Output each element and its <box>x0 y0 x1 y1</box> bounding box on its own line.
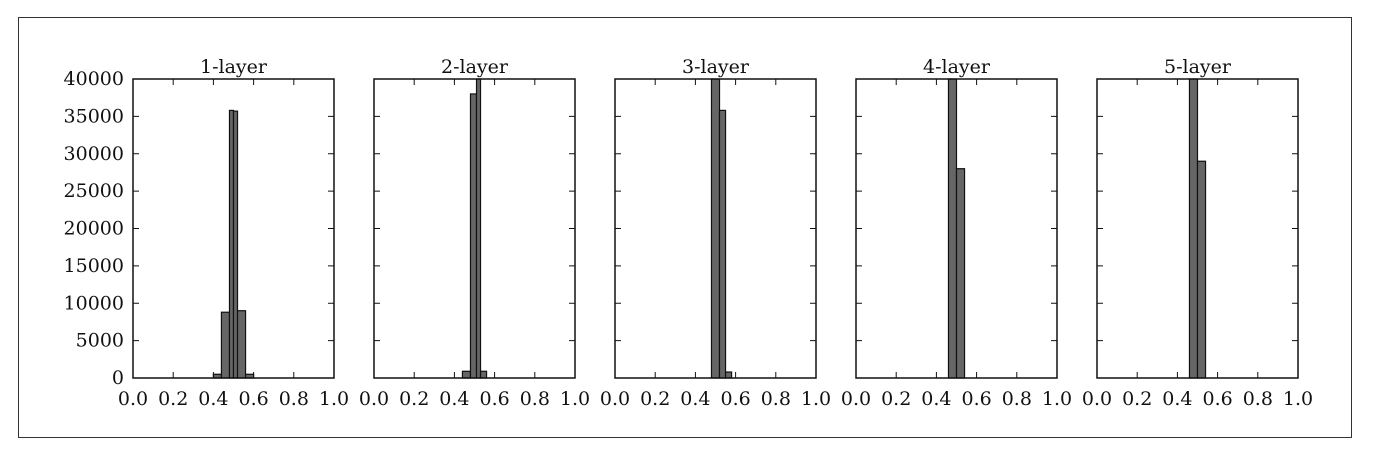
chart-5-bar-1 <box>1188 78 1199 379</box>
chart-1-bar-5 <box>236 310 247 379</box>
chart-5-xtick-label: 0.4 <box>1162 388 1192 410</box>
chart-2-title: 2-layer <box>441 56 509 78</box>
chart-1-title: 1-layer <box>200 56 268 78</box>
chart-4-xtick-label: 0.2 <box>881 388 911 410</box>
chart-3-xtick-label: 0.2 <box>640 388 670 410</box>
chart-3-bar-3 <box>724 371 733 379</box>
chart-3-xtick-label: 0.0 <box>600 388 630 410</box>
chart-3-bar-2 <box>718 109 727 379</box>
chart-1-ytick-label: 25000 <box>64 180 124 202</box>
chart-2-xtick-label: 0.0 <box>359 388 389 410</box>
chart-2-bar-1 <box>461 370 472 379</box>
chart-4-xtick-label: 0.8 <box>1002 388 1032 410</box>
chart-1-ytick-label: 40000 <box>64 68 124 90</box>
chart-1-xtick-label: 0.6 <box>238 388 268 410</box>
chart-5-xtick-label: 0.0 <box>1082 388 1112 410</box>
chart-1-ytick-label: 0 <box>112 367 124 389</box>
chart-5-xtick-label: 0.6 <box>1202 388 1232 410</box>
chart-3-xtick-label: 0.6 <box>720 388 750 410</box>
chart-3-title: 3-layer <box>682 56 750 78</box>
chart-4-xtick-label: 1.0 <box>1042 388 1072 410</box>
chart-5-bar-2 <box>1196 160 1207 379</box>
chart-3-xtick-label: 0.4 <box>680 388 710 410</box>
chart-1-ytick-label: 35000 <box>64 105 124 127</box>
chart-2-xtick-label: 0.6 <box>479 388 509 410</box>
chart-3-xtick-label: 1.0 <box>801 388 831 410</box>
chart-2-bar-2 <box>469 93 478 379</box>
chart-5-title: 5-layer <box>1164 56 1232 78</box>
chart-1-ytick-label: 15000 <box>64 255 124 277</box>
chart-3-xtick-label: 0.8 <box>761 388 791 410</box>
chart-1-bar-4 <box>232 110 239 379</box>
chart-1-ytick-label: 30000 <box>64 143 124 165</box>
chart-1-xtick-label: 1.0 <box>319 388 349 410</box>
chart-4-xtick-label: 0.4 <box>921 388 951 410</box>
chart-1-ytick-label: 5000 <box>76 330 124 352</box>
chart-1-bar-3 <box>228 109 235 379</box>
chart-4-bar-2 <box>955 168 966 379</box>
chart-5-xtick-label: 1.0 <box>1283 388 1313 410</box>
chart-1-bar-2 <box>220 311 231 379</box>
chart-1-ytick-label: 10000 <box>64 292 124 314</box>
chart-2-bar-3 <box>475 78 482 379</box>
chart-2-xtick-label: 0.4 <box>439 388 469 410</box>
chart-4-xtick-label: 0.0 <box>841 388 871 410</box>
chart-1-ytick-label: 20000 <box>64 218 124 240</box>
chart-2-xtick-label: 0.2 <box>399 388 429 410</box>
chart-4-title: 4-layer <box>923 56 991 78</box>
chart-1-xtick-label: 0.2 <box>158 388 188 410</box>
chart-4-bar-1 <box>947 78 958 379</box>
chart-1-xtick-label: 0.8 <box>279 388 309 410</box>
chart-2-xtick-label: 1.0 <box>560 388 590 410</box>
chart-2-xtick-label: 0.8 <box>520 388 550 410</box>
chart-4-xtick-label: 0.6 <box>961 388 991 410</box>
chart-3-bar-1 <box>710 78 721 379</box>
chart-5-xtick-label: 0.2 <box>1122 388 1152 410</box>
chart-2-bar-4 <box>479 370 488 379</box>
chart-1-xtick-label: 0.4 <box>198 388 228 410</box>
chart-5-xtick-label: 0.8 <box>1243 388 1273 410</box>
chart-1-xtick-label: 0.0 <box>118 388 148 410</box>
